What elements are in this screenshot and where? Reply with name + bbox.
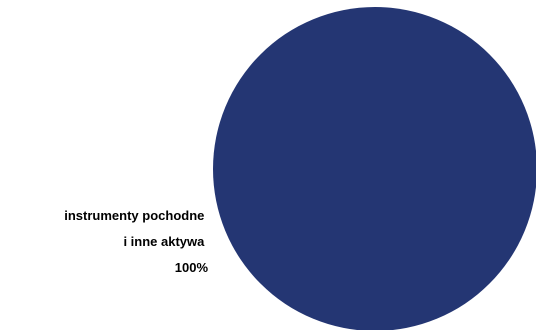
slice-label: instrumenty pochodne i inne aktywa 100% [64, 208, 208, 275]
slice-label-line-1: instrumenty pochodne [64, 208, 204, 223]
slice-label-line-2: i inne aktywa [123, 234, 205, 249]
pie-slice-0 [213, 7, 536, 330]
slice-label-percent: 100% [175, 260, 209, 275]
pie-slices [213, 7, 536, 330]
